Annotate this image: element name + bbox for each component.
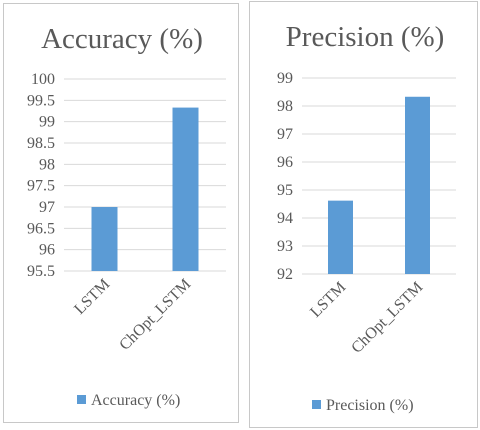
accuracy-chart-panel: Accuracy (%) 95.5 96 96.5 97 97.5 98 98.5 99 99.… [3,3,239,423]
y-tick-label: 100 [31,71,55,88]
y-tick-label: 99.5 [27,92,55,109]
y-tick-label: 96 [277,154,293,171]
chart-title: Accuracy (%) [41,23,203,55]
chart-legend: Precision (%) [312,397,414,414]
bar [172,107,199,271]
y-tick-label: 98 [39,156,55,173]
legend-label: Accuracy (%) [91,392,180,409]
precision-chart-panel: Precision (%) 92 93 94 95 96 97 98 99 LSTM ChOpt… [249,1,478,428]
precision-chart: Precision (%) 92 93 94 95 96 97 98 99 LSTMChOpt… [277,21,456,414]
bar [328,200,353,274]
y-tick-label: 97 [39,199,55,216]
accuracy-chart: Accuracy (%) 95.5 96 96.5 97 97.5 98 98.5 99 99.… [27,23,226,409]
y-tick-label: 95.5 [27,263,55,280]
y-tick-label: 98.5 [27,135,55,152]
chart-legend: Accuracy (%) [77,392,180,409]
y-tick-label: 99 [39,114,55,131]
legend-label: Precision (%) [326,397,414,414]
x-category-label: ChOpt_LSTM [348,279,426,357]
y-tick-label: 94 [277,210,293,227]
y-tick-label: 99 [277,70,293,87]
x-category-label: ChOpt_LSTM [116,276,194,354]
y-tick-label: 96.5 [27,220,55,237]
y-tick-label: 97 [277,126,293,143]
y-tick-label: 92 [277,266,293,283]
legend-swatch [77,395,86,404]
y-tick-label: 98 [277,98,293,115]
bar [91,207,118,271]
x-category-label: LSTM [307,279,349,321]
chart-title: Precision (%) [286,21,445,53]
y-tick-label: 93 [277,238,293,255]
y-tick-label: 97.5 [27,178,55,195]
legend-swatch [312,400,321,409]
y-tick-label: 96 [39,242,55,259]
y-tick-label: 95 [277,182,293,199]
bar [405,96,430,274]
x-category-label: LSTM [71,276,113,318]
